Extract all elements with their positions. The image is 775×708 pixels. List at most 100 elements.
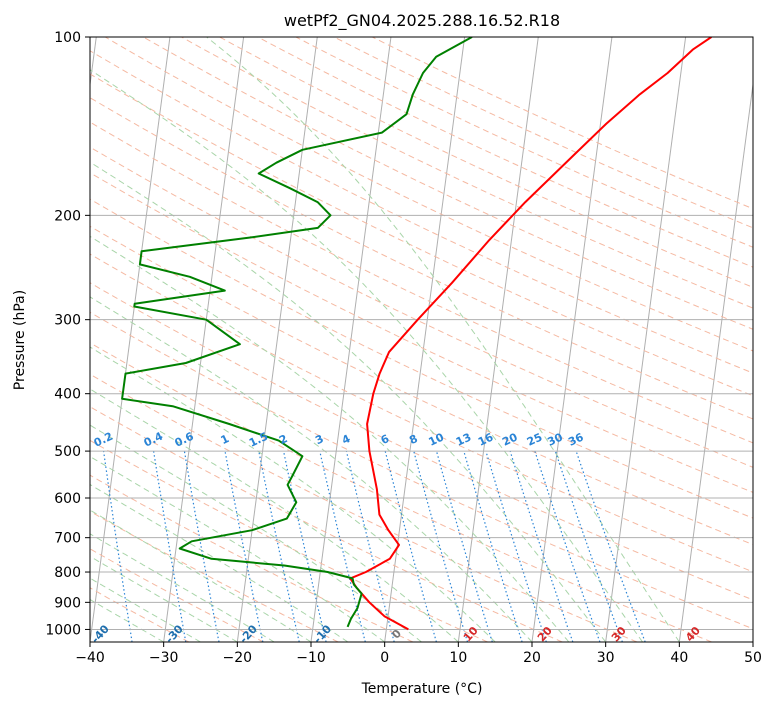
- x-tick-label-7: 30: [597, 650, 615, 666]
- mixing-ratio-line-11: [435, 450, 493, 642]
- mixing-ratio-line-9: [384, 450, 437, 642]
- x-axis: −40 −30 −20 −10 0 10 20 30 40 50: [75, 642, 762, 666]
- mixing-ratio-line-17: [575, 450, 646, 642]
- y-tick-label-2: 300: [54, 313, 81, 329]
- x-tick-label-3: −10: [296, 650, 326, 666]
- isotherm-line-21: [752, 638, 753, 642]
- mixing-ratio-label-7: 3: [313, 432, 325, 447]
- x-tick-label-5: 10: [449, 650, 467, 666]
- moist-adiabat-9: [90, 346, 496, 642]
- dry-adiabat-9: [90, 282, 753, 601]
- y-axis-label: Pressure (hPa): [12, 290, 28, 390]
- x-tick-label-9: 50: [744, 650, 762, 666]
- dry-adiabat-12: [90, 198, 753, 519]
- mixing-ratio-label-11: 10: [427, 430, 447, 448]
- dry-adiabat-15: [90, 121, 753, 444]
- x-tick-label-1: −30: [149, 650, 179, 666]
- dry-adiabat-4: [90, 439, 488, 642]
- x-axis-label: Temperature (°C): [361, 681, 483, 697]
- x-tick-label-6: 20: [523, 650, 541, 666]
- moist-adiabat-14: [206, 37, 680, 642]
- moist-adiabat-6: [90, 455, 385, 642]
- y-tick-label-6: 700: [54, 531, 81, 547]
- isotherm-line-16: [384, 37, 466, 642]
- y-tick-label-9: 1000: [45, 622, 81, 638]
- x-tick-label-8: 40: [670, 650, 688, 666]
- dry-adiabat-8: [90, 311, 753, 630]
- mixing-ratio-label-4: 1: [219, 432, 231, 447]
- dry-adiabat-label-5: -50: [15, 622, 38, 646]
- dry-adiabat-11: [90, 225, 753, 546]
- isotherm-line-13: [163, 37, 245, 642]
- dry-adiabat-22: [219, 37, 753, 288]
- mixing-ratio-label-3: 0.6: [173, 429, 196, 449]
- moist-adiabat-10: [90, 296, 533, 642]
- moist-adiabat-8: [90, 388, 459, 642]
- mixing-ratio-line-7: [319, 450, 366, 642]
- dry-adiabat-10: [90, 253, 753, 573]
- moist-adiabat-13: [90, 69, 643, 642]
- mixing-ratio-line-13: [485, 450, 547, 642]
- mixing-ratio-label-12: 13: [454, 431, 473, 449]
- dry-adiabat-24: [295, 37, 753, 248]
- y-tick-label-4: 500: [54, 444, 81, 460]
- mixing-ratio-line-1: [103, 451, 133, 642]
- dry-adiabat-17: [90, 73, 753, 397]
- series-line-0: [349, 37, 712, 631]
- dry-adiabat-1: [90, 548, 264, 642]
- mixing-ratio-line-10: [413, 450, 469, 642]
- plot-frame: [89, 36, 754, 643]
- x-tick-label-0: −40: [75, 650, 105, 666]
- moist-adiabat-3: [90, 533, 275, 642]
- y-tick-label-8: 900: [54, 595, 81, 611]
- dry-adiabat-2: [90, 510, 339, 642]
- moist-adiabat-4: [90, 509, 312, 642]
- mixing-ratio-line-15: [534, 450, 601, 642]
- isotherm-line-19: [605, 37, 687, 642]
- mixing-ratio-line-6: [283, 450, 327, 642]
- mixing-ratio-label-16: 30: [545, 430, 565, 448]
- isotherm-line-11: [90, 37, 97, 89]
- y-tick-label-1: 200: [54, 208, 81, 224]
- x-tick-label-2: −20: [223, 650, 253, 666]
- dry-adiabat-18: [90, 50, 753, 374]
- moist-adiabat-7: [90, 424, 422, 642]
- mixing-ratio-label-8: 4: [340, 432, 353, 447]
- dry-adiabat-label-13: 30: [609, 624, 629, 644]
- moist-adiabat-11: [90, 235, 570, 642]
- mixing-ratio-line-14: [509, 450, 574, 642]
- mixing-ratio-line-12: [463, 450, 523, 642]
- mixing-ratio-label-15: 25: [525, 431, 544, 449]
- y-tick-label-5: 600: [54, 491, 81, 507]
- dry-adiabat-19: [104, 37, 753, 352]
- chart-title: wetPf2_GN04.2025.288.16.52.R18: [284, 11, 560, 31]
- mixing-ratio-label-13: 16: [476, 430, 496, 448]
- mixing-ratio-label-14: 20: [500, 430, 520, 448]
- dry-adiabat-13: [90, 172, 753, 493]
- isotherm-line-14: [236, 37, 318, 642]
- dry-adiabat-16: [90, 97, 753, 420]
- y-tick-label-3: 400: [54, 387, 81, 403]
- dry-adiabat-label-14: 40: [683, 624, 703, 644]
- dry-adiabat-label-11: 10: [461, 624, 481, 644]
- isotherm-line-20: [678, 80, 753, 642]
- dry-adiabat-6: [90, 373, 638, 642]
- y-axis: 100 200 300 400 500 600 700 800 900 1000: [45, 30, 90, 638]
- mixing-ratio-label-10: 8: [407, 432, 419, 447]
- dry-adiabat-label-12: 20: [535, 624, 555, 644]
- mixing-ratio-line-3: [183, 450, 220, 642]
- series-line-1: [121, 37, 473, 628]
- mixing-ratio-label-1: 0.2: [92, 430, 115, 450]
- moist-adiabat-1: [90, 577, 201, 642]
- moist-adiabat-12: [90, 161, 607, 642]
- mixing-ratio-label-5: 1.5: [247, 430, 270, 450]
- isotherm-line-12: [90, 37, 171, 642]
- x-tick-label-4: 0: [380, 650, 389, 666]
- dry-adiabat-7: [90, 342, 712, 642]
- mixing-ratio-line-5: [258, 450, 300, 642]
- y-tick-label-0: 100: [54, 30, 81, 46]
- plot-area: [90, 37, 753, 642]
- moist-adiabat-2: [90, 555, 238, 642]
- dry-adiabat-5: [90, 406, 563, 642]
